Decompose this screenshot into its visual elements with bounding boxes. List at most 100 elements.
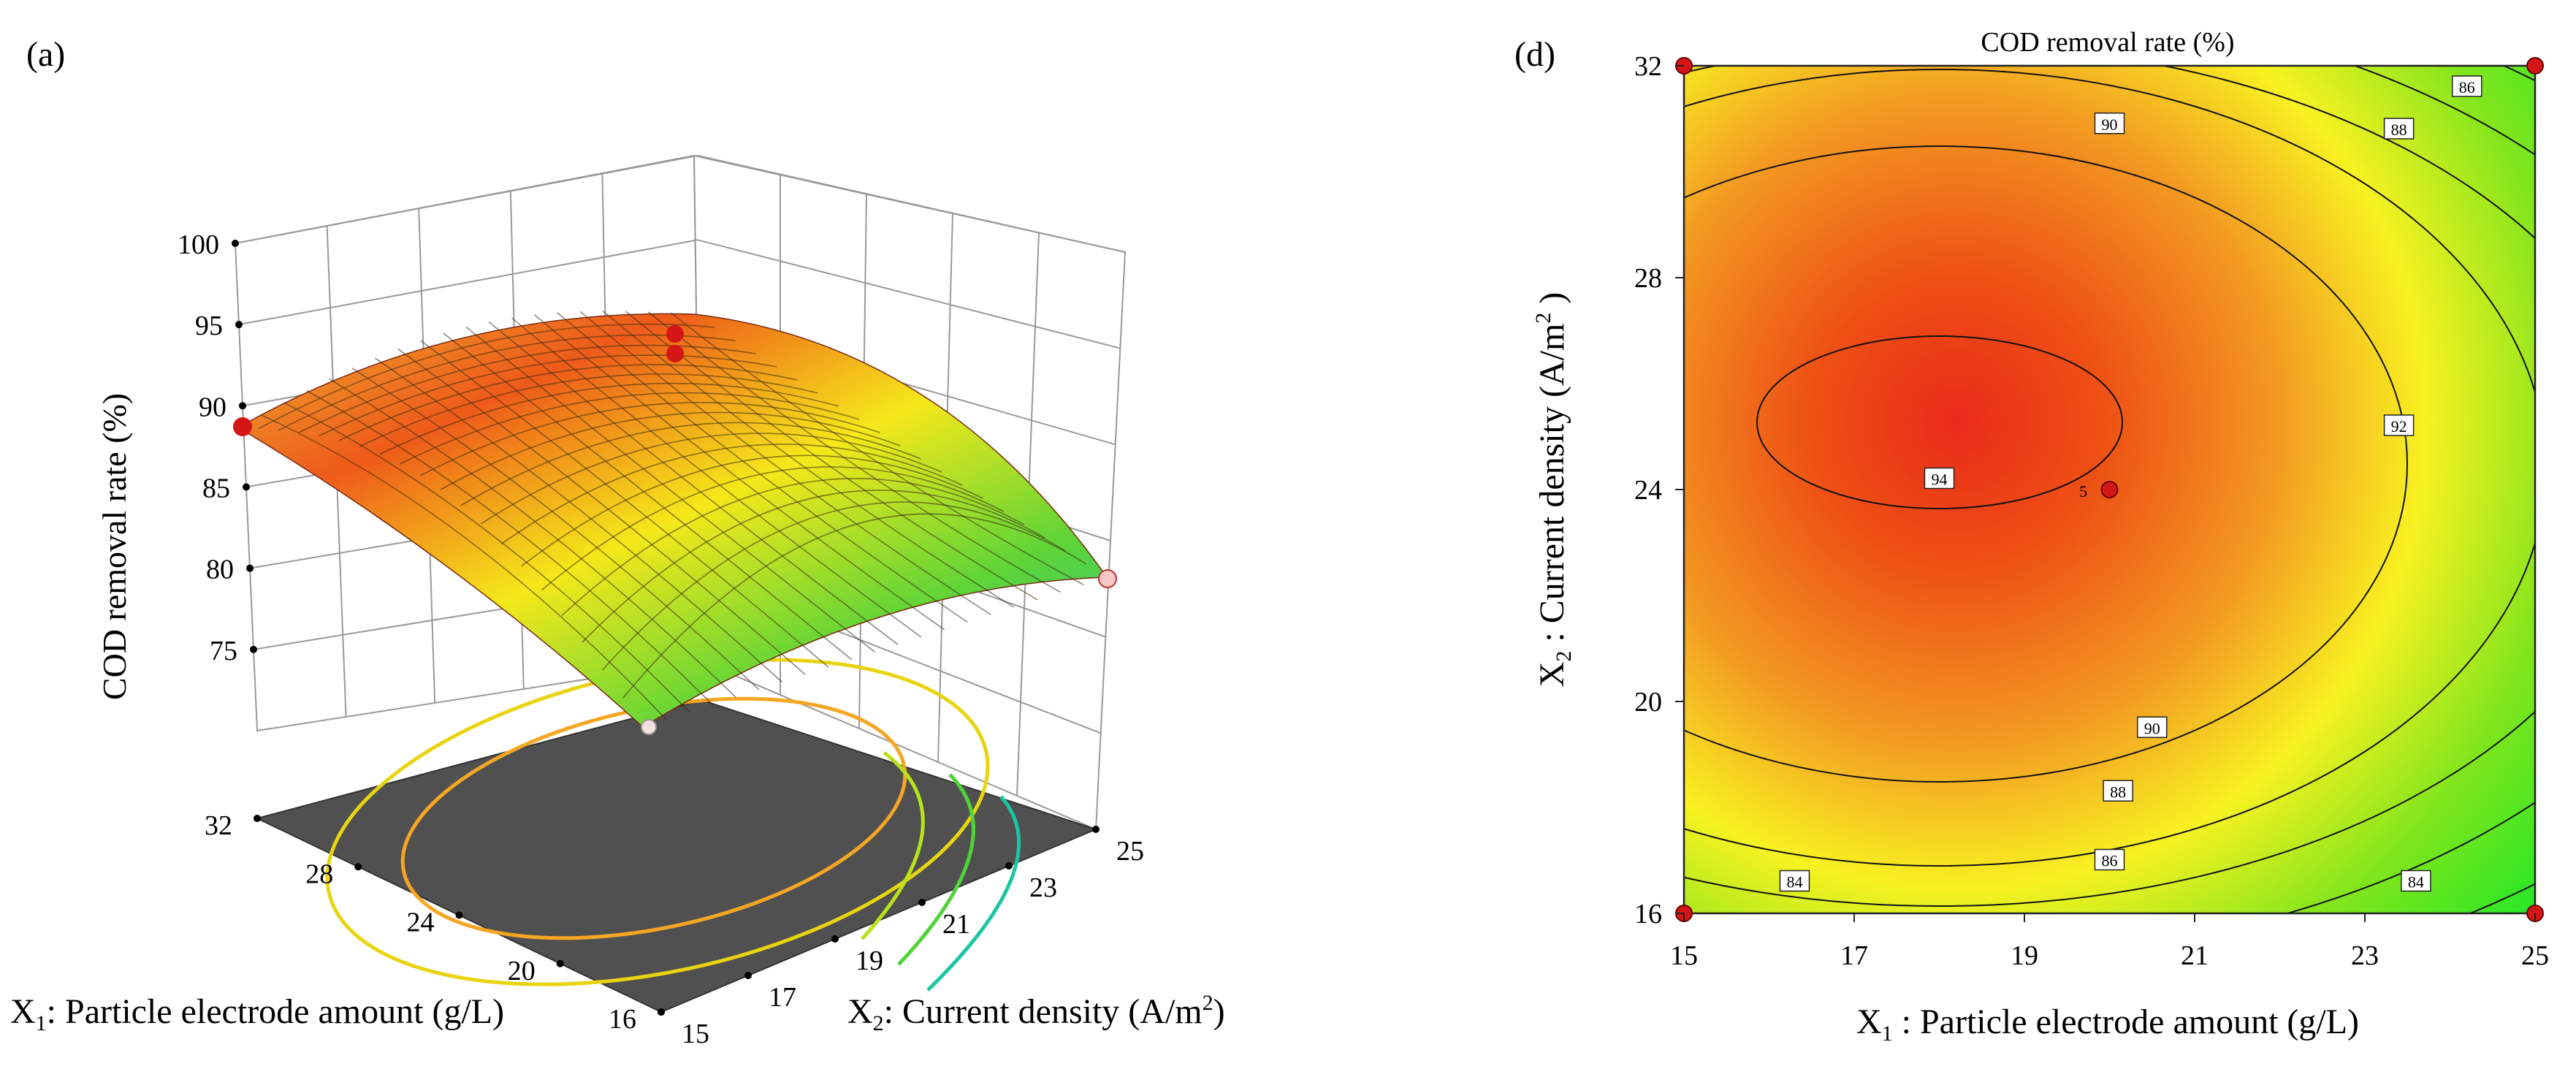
mesh-line xyxy=(557,312,968,623)
design-points-3d xyxy=(233,325,1117,735)
wall-gridline xyxy=(238,239,698,326)
panel-a-label: (a) xyxy=(26,35,65,74)
wall-gridline xyxy=(235,155,698,244)
contour-label: 88 xyxy=(2391,121,2407,139)
mesh-line xyxy=(260,414,667,720)
z-tick-label: 95 xyxy=(195,311,223,341)
contour-labels: 86 88 90 94 92 90 88 86 84 84 xyxy=(1779,75,2482,892)
x2-tick-dot xyxy=(658,1008,665,1016)
x1-tick-dot xyxy=(354,863,362,871)
y-tick-label: 20 xyxy=(1634,687,1662,718)
x1-tick-dot xyxy=(455,911,463,919)
mesh-line xyxy=(488,321,899,645)
contour-label-box xyxy=(2137,716,2168,738)
x1-tick-label: 20 xyxy=(508,956,536,986)
x1-tick-label: 28 xyxy=(305,859,333,889)
contour-label-box xyxy=(2452,75,2482,97)
mesh-line xyxy=(480,433,942,525)
contour-label-box xyxy=(2383,118,2415,140)
design-point xyxy=(1098,569,1117,588)
mesh-line xyxy=(258,323,715,430)
contour-label: 92 xyxy=(2391,417,2407,435)
y-tick-label: 28 xyxy=(1634,263,1662,294)
mesh-line xyxy=(465,326,875,653)
mesh-line xyxy=(541,466,1005,591)
x2-tick-label: 25 xyxy=(1116,836,1144,867)
contour-label: 84 xyxy=(2408,873,2424,891)
design-point xyxy=(2100,481,2119,498)
x-axis-ticks: 15 17 19 21 23 25 xyxy=(1670,913,2549,971)
x2-tick-dot xyxy=(1092,826,1100,833)
z-tick-label: 80 xyxy=(206,555,234,585)
mesh-line xyxy=(283,402,690,713)
y-tick-label: 16 xyxy=(1634,899,1662,929)
mesh-line xyxy=(534,314,945,631)
contour-label-box xyxy=(2383,414,2415,436)
contour-label-box xyxy=(2401,870,2431,892)
z-axis-ticks: 75 80 85 90 95 100 xyxy=(178,229,257,666)
x1-tick-dot xyxy=(556,959,564,967)
x2-tick-label: 23 xyxy=(1029,872,1057,903)
mesh-line xyxy=(306,389,713,705)
z-tick-dot xyxy=(239,402,246,410)
contour-lines xyxy=(1684,66,2535,913)
contour-label-box xyxy=(2094,848,2125,871)
contour-label-box xyxy=(1924,467,1955,490)
mesh-line xyxy=(359,373,818,447)
z-tick-dot xyxy=(232,240,239,247)
z-tick-label: 85 xyxy=(202,473,230,504)
x2-tick-label: 21 xyxy=(942,909,970,940)
z-tick-dot xyxy=(243,483,250,491)
mesh-line xyxy=(582,490,1045,643)
center-point-label: 5 xyxy=(2079,482,2087,501)
y-tick-label: 24 xyxy=(1634,475,1662,506)
x1-tick-label: 16 xyxy=(609,1004,636,1035)
design-point xyxy=(666,325,684,343)
mesh-line xyxy=(374,357,783,683)
z-tick-label: 90 xyxy=(199,392,226,422)
mesh-line xyxy=(351,368,760,691)
z-tick-label: 100 xyxy=(178,229,219,260)
x2-tick-label: 15 xyxy=(682,1019,709,1049)
design-point xyxy=(641,719,657,735)
contour-label: 94 xyxy=(1932,471,1948,489)
z-axis-label: COD removal rate (%) xyxy=(96,393,133,700)
x1-axis-ticks: 32 28 24 20 16 xyxy=(205,810,665,1035)
x-tick-label: 23 xyxy=(2351,940,2379,971)
x2-tick-label: 17 xyxy=(769,982,796,1013)
mesh-line xyxy=(400,392,860,465)
x2-axis-ticks: 15 17 19 21 23 25 xyxy=(658,826,1144,1049)
x2-tick-label: 19 xyxy=(856,946,883,976)
mesh-line xyxy=(500,444,963,545)
x1-axis-label: X1: Particle electrode amount (g/L) xyxy=(10,992,504,1035)
mesh-line xyxy=(319,354,777,437)
x1-tick-label: 24 xyxy=(407,908,435,938)
design-point xyxy=(666,345,684,362)
mesh-line xyxy=(440,411,901,490)
mesh-line xyxy=(561,478,1025,617)
x2-tick-dot xyxy=(918,899,926,906)
mesh-line xyxy=(379,382,839,455)
x2-tick-dot xyxy=(1005,862,1013,870)
mesh-line xyxy=(420,340,829,668)
mesh-line xyxy=(602,501,1066,671)
x-tick-label: 19 xyxy=(2011,940,2038,971)
mesh-line xyxy=(579,311,991,615)
mesh-line xyxy=(511,317,922,638)
mesh-line xyxy=(602,311,1015,608)
x-tick-label: 25 xyxy=(2521,940,2549,971)
contour-label: 90 xyxy=(2102,115,2118,134)
contour-label-box xyxy=(2094,113,2125,134)
surface-mesh xyxy=(258,311,1087,720)
contour-label: 86 xyxy=(2102,852,2118,870)
contour-label: 84 xyxy=(1786,873,1802,891)
z-tick-label: 75 xyxy=(210,636,237,666)
contour-title: COD removal rate (%) xyxy=(1981,27,2234,58)
contour-label: 86 xyxy=(2459,78,2475,96)
x-tick-label: 17 xyxy=(1840,940,1868,971)
mesh-line xyxy=(648,311,1061,593)
contour-label-box xyxy=(1779,870,1810,892)
x-tick-label: 15 xyxy=(1670,940,1698,971)
panel-d: (d) COD removal rate (%) 868890949290888… xyxy=(1514,27,2549,1046)
